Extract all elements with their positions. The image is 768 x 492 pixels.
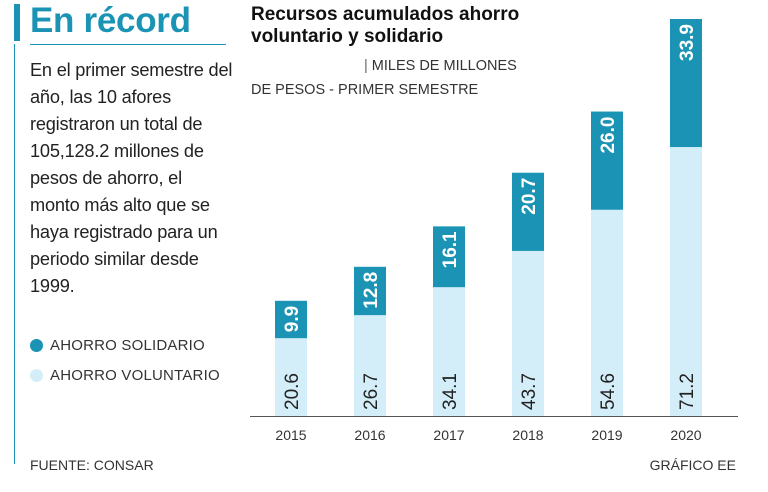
data-label-voluntario-2015: 20.6 <box>282 373 303 410</box>
data-label-solidario-2019: 26.0 <box>598 117 619 154</box>
chart-subtitle: | MILES DE MILLONES DE PESOS - PRIMER SEM… <box>251 54 536 102</box>
legend-swatch-voluntario <box>30 368 43 382</box>
x-tick-label-2016: 2016 <box>354 427 385 443</box>
data-label-voluntario-2016: 26.7 <box>361 373 382 410</box>
data-label-voluntario-2020: 71.2 <box>677 373 698 410</box>
x-tick-label-2019: 2019 <box>591 427 622 443</box>
chart-subtitle-text: MILES DE MILLONES DE PESOS - PRIMER SEME… <box>251 58 517 98</box>
source-note: FUENTE: CONSAR <box>30 457 154 473</box>
graphic-credit: GRÁFICO EE <box>649 457 736 473</box>
legend-item-solidario: AHORRO SOLIDARIO <box>30 334 220 356</box>
x-tick-label-2020: 2020 <box>670 427 701 443</box>
data-label-solidario-2015: 9.9 <box>282 306 303 332</box>
chart-title: Recursos acumulados ahorro voluntario y … <box>251 4 520 47</box>
x-tick-label-2017: 2017 <box>433 427 464 443</box>
data-label-voluntario-2019: 54.6 <box>598 373 619 410</box>
bar-solidario-2018 <box>512 172 544 251</box>
legend-label-solidario: AHORRO SOLIDARIO <box>50 336 205 354</box>
bar-voluntario-2015 <box>275 338 307 416</box>
headline-divider <box>30 44 226 45</box>
data-label-voluntario-2017: 34.1 <box>440 373 461 410</box>
x-tick-label-2015: 2015 <box>275 427 306 443</box>
x-tick-label-2018: 2018 <box>512 427 543 443</box>
bar-voluntario-2017 <box>433 287 465 416</box>
title-separator: | <box>364 58 368 74</box>
bar-voluntario-2020 <box>670 147 702 416</box>
side-divider <box>14 44 15 464</box>
bar-solidario-2020 <box>670 19 702 148</box>
bar-voluntario-2019 <box>591 209 623 416</box>
headline: En récord <box>30 1 191 40</box>
data-label-solidario-2017: 16.1 <box>440 231 461 268</box>
data-label-voluntario-2018: 43.7 <box>519 373 540 410</box>
bar-voluntario-2018 <box>512 250 544 416</box>
bar-solidario-2019 <box>591 111 623 210</box>
legend: AHORRO SOLIDARIO AHORRO VOLUNTARIO <box>30 334 220 394</box>
bar-solidario-2017 <box>433 226 465 288</box>
summary-text: En el primer semestre del año, las 10 af… <box>30 60 233 296</box>
headline-accent-bar <box>14 4 20 41</box>
bar-solidario-2015 <box>275 300 307 339</box>
data-label-solidario-2020: 33.9 <box>677 24 698 61</box>
bar-voluntario-2016 <box>354 315 386 416</box>
bar-solidario-2016 <box>354 266 386 316</box>
data-label-solidario-2018: 20.7 <box>519 178 540 215</box>
legend-swatch-solidario <box>30 338 43 352</box>
legend-label-voluntario: AHORRO VOLUNTARIO <box>50 366 220 384</box>
data-label-solidario-2016: 12.8 <box>361 272 382 309</box>
legend-item-voluntario: AHORRO VOLUNTARIO <box>30 364 220 386</box>
